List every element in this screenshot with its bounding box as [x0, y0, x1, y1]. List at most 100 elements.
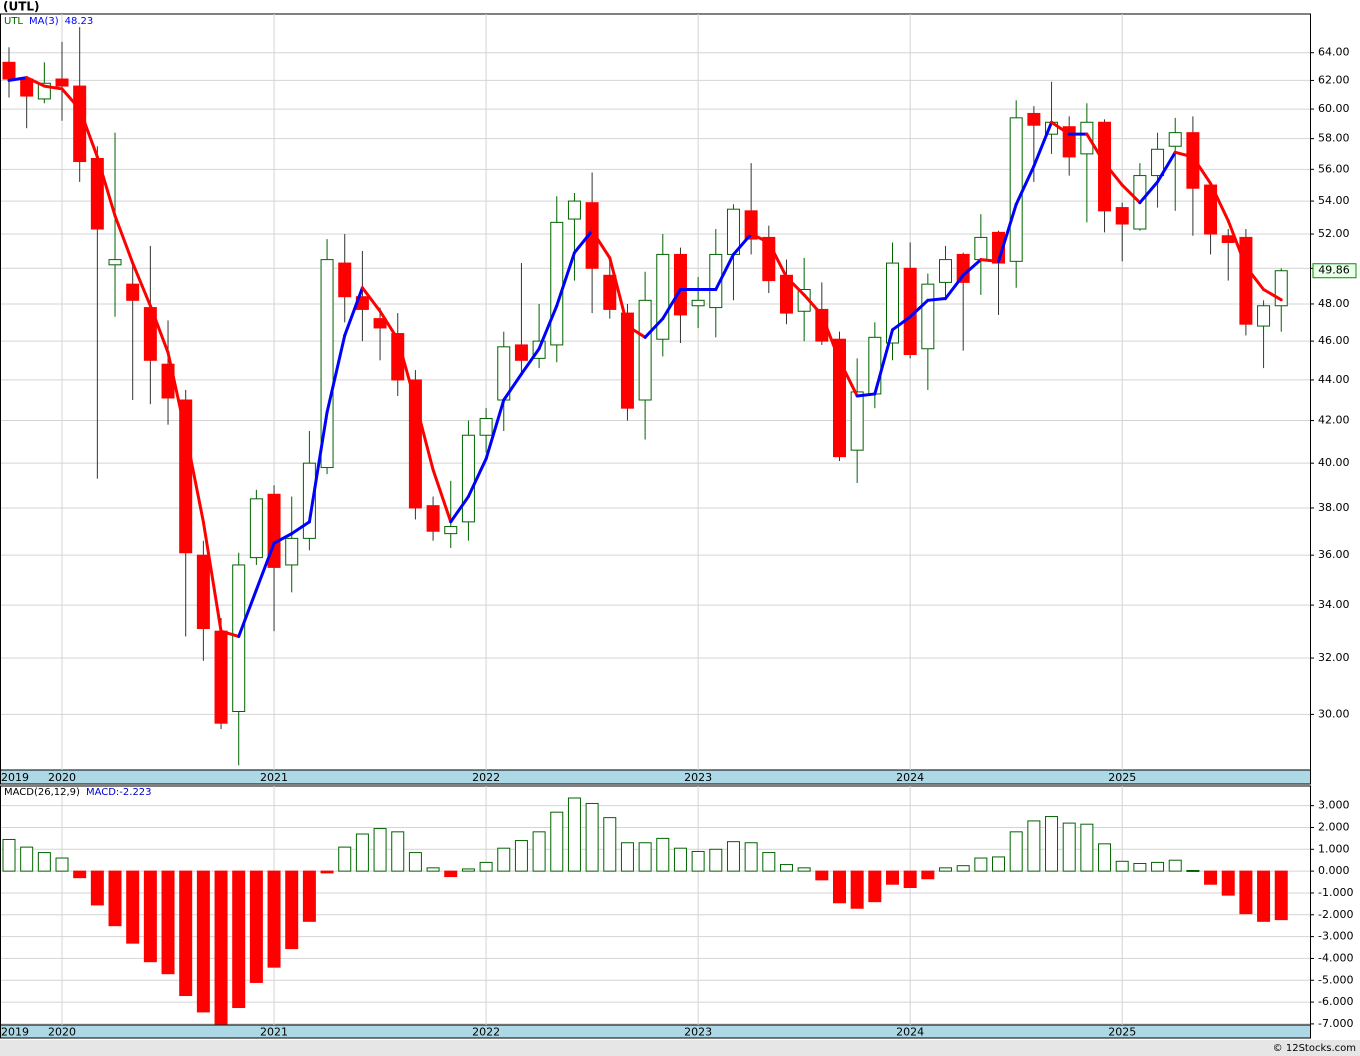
x-tick-label: 2021	[260, 1026, 288, 1039]
ma-line	[343, 286, 364, 337]
y-tick-label: -5.000	[1318, 973, 1353, 986]
y-tick-label: 1.000	[1318, 842, 1350, 855]
x-tick-label: 2019	[1, 771, 29, 784]
macd-bar	[868, 870, 882, 903]
macd-bar	[444, 870, 458, 878]
y-tick-label: 60.00	[1318, 102, 1350, 115]
macd-bar	[832, 870, 846, 904]
y-tick-label: 32.00	[1318, 651, 1350, 664]
ma-line	[396, 337, 417, 404]
macd-bar	[656, 837, 670, 872]
candle-body	[1186, 132, 1200, 189]
macd-bar	[974, 857, 988, 872]
ma-line	[290, 520, 311, 536]
ma-line	[431, 468, 453, 524]
candle-body	[514, 344, 528, 361]
macd-bar	[1151, 861, 1165, 872]
macd-bar	[939, 867, 953, 872]
macd-bar	[514, 840, 528, 872]
candle-body	[1257, 305, 1271, 327]
y-tick-label: 48.00	[1318, 297, 1350, 310]
macd-bar	[214, 870, 228, 1025]
candle-body	[108, 259, 122, 266]
candle-body	[302, 462, 316, 539]
macd-bar	[55, 857, 69, 872]
y-tick-label: 42.00	[1318, 414, 1350, 427]
candle-body	[285, 537, 299, 566]
macd-bar	[638, 842, 652, 872]
ma-line	[661, 288, 682, 321]
ma-line	[572, 229, 594, 255]
y-tick-label: 38.00	[1318, 501, 1350, 514]
candle-body	[939, 259, 953, 283]
ma-line	[608, 256, 629, 328]
candle-body	[603, 274, 617, 310]
macd-bar	[726, 841, 740, 872]
candle-body	[550, 221, 564, 346]
legend-item: MACD:-2.223	[86, 787, 152, 798]
macd-bar	[1168, 859, 1182, 872]
macd-bar	[691, 850, 705, 872]
y-tick-label: 40.00	[1318, 456, 1350, 469]
macd-bar	[497, 847, 511, 872]
candle-body	[1098, 121, 1112, 212]
ma-line	[944, 273, 965, 301]
macd-bar	[90, 870, 104, 906]
ma-line	[131, 261, 152, 308]
x-tick-label: 2022	[472, 771, 500, 784]
ma-line	[1191, 155, 1213, 185]
ma-line	[42, 84, 64, 91]
macd-bar	[1027, 820, 1041, 872]
ma-line	[926, 297, 948, 302]
macd-bar	[744, 842, 758, 872]
ma-line	[1014, 164, 1036, 206]
ma-line	[1138, 180, 1160, 205]
macd-bar	[1098, 843, 1112, 872]
ma-line	[837, 358, 859, 398]
ma-line	[908, 298, 930, 319]
ma-line	[802, 293, 824, 317]
candle-body	[249, 498, 263, 559]
y-tick-label: 30.00	[1318, 707, 1350, 720]
ma-line	[767, 240, 788, 279]
macd-bar	[73, 870, 87, 879]
ma-line	[113, 214, 135, 265]
candle-body	[1080, 121, 1094, 155]
macd-bar	[550, 811, 564, 872]
ma-line	[784, 275, 806, 297]
ma-line	[1262, 288, 1283, 302]
ma-line	[413, 400, 435, 472]
candle-body	[1168, 132, 1182, 147]
ma-line	[25, 76, 46, 88]
macd-bar	[709, 848, 723, 872]
ma-line	[1156, 150, 1177, 184]
ma-line	[1244, 265, 1266, 292]
y-tick-label: -3.000	[1318, 930, 1353, 943]
macd-bar	[1009, 831, 1023, 872]
x-tick-label: 2023	[684, 1026, 712, 1039]
ma-line	[7, 76, 29, 82]
candle-body	[179, 399, 193, 554]
candle-body	[744, 210, 758, 240]
macd-bar	[992, 856, 1006, 872]
legend-item: MACD(26,12,9)	[4, 787, 80, 798]
x-tick-label: 2024	[896, 771, 924, 784]
y-tick-label: 62.00	[1318, 73, 1350, 86]
ma-line	[1050, 120, 1071, 136]
y-tick-label: 34.00	[1318, 598, 1350, 611]
candle-body	[585, 202, 599, 269]
candle-body	[620, 312, 634, 409]
ma-line	[731, 232, 753, 256]
candle-body	[638, 299, 652, 401]
candle-body	[850, 391, 864, 451]
candle-body	[338, 262, 352, 298]
y-tick-label: 46.00	[1318, 334, 1350, 347]
ma-line	[502, 372, 523, 402]
ma-line	[1103, 161, 1124, 187]
macd-bar	[1080, 823, 1094, 872]
y-tick-label: 36.00	[1318, 548, 1350, 561]
candle-body	[2, 61, 16, 80]
footer: © 12Stocks.com	[1273, 1043, 1356, 1054]
x-tick-label: 2020	[48, 771, 76, 784]
ma-line	[360, 286, 382, 313]
